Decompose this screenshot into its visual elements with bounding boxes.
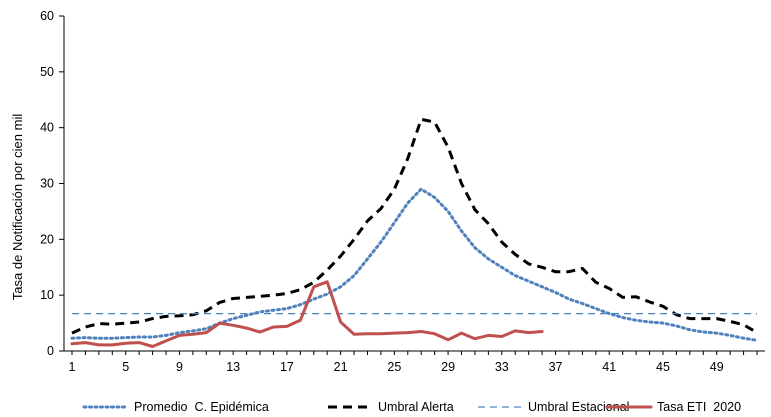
legend: Promedio C. Epidémica Umbral Alerta Umbral… [82,400,741,414]
y-tick-label: 60 [40,9,54,23]
x-tick-label: 13 [226,360,240,374]
x-tick-label: 25 [387,360,401,374]
x-tick-label: 45 [656,360,670,374]
y-axis-title: Tasa de Notificación por cien mil [10,114,25,301]
x-tick-label: 21 [334,360,348,374]
series-group [70,117,759,348]
y-tick-label: 30 [40,177,54,191]
axes-group: 0 10 20 30 40 50 60 1 5 9 13 17 21 25 29 33 37 41 45 49 [40,9,765,374]
series-line-3 [70,280,544,348]
x-tick-label: 41 [602,360,616,374]
x-tick-label: 49 [710,360,724,374]
series-line-1 [71,117,758,335]
y-tick-label: 40 [40,121,54,135]
y-tick-label: 20 [40,232,54,246]
legend-label-3: Tasa ETI 2020 [657,400,741,414]
y-tick-label: 0 [47,344,54,358]
legend-label-2: Umbral Estacional [528,400,629,414]
x-tick-label: 17 [280,360,294,374]
x-tick-label: 37 [549,360,563,374]
y-tick-label: 10 [40,288,54,302]
x-tick-label: 29 [441,360,455,374]
legend-label-0: Promedio C. Epidémica [134,400,269,414]
x-tick-label: 9 [176,360,183,374]
y-tick-label: 50 [40,65,54,79]
x-tick-label: 1 [69,360,76,374]
x-tick-label: 5 [122,360,129,374]
x-tick-label: 33 [495,360,509,374]
series-line-0 [70,187,759,342]
legend-label-1: Umbral Alerta [378,400,454,414]
